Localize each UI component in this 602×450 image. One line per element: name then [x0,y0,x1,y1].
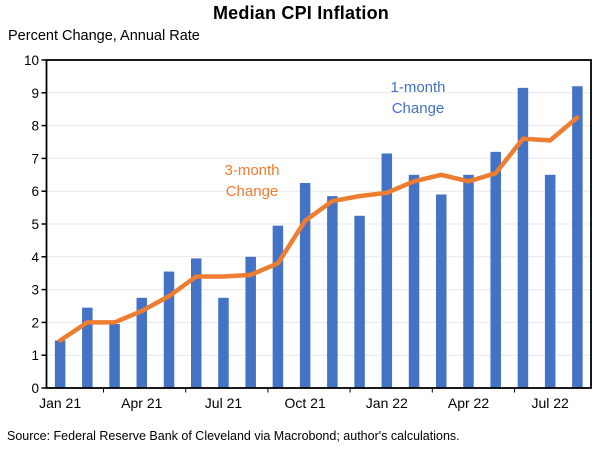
source-note: Source: Federal Reserve Bank of Clevelan… [7,429,460,443]
annotation-1-month-change: 1-month Change [363,77,473,119]
x-label-jan-21: Jan 21 [39,395,81,411]
x-label-jul-21: Jul 21 [205,395,243,411]
bar-jan-21 [54,340,66,388]
x-label-jan-22: Jan 22 [366,395,408,411]
bar-jun-21 [190,258,202,388]
bar-feb-22 [408,174,420,388]
bar-may-21 [163,271,175,388]
y-tick-label-6: 6 [31,184,39,199]
bar-nov-21 [327,196,338,388]
y-tick-label-5: 5 [31,217,39,232]
y-tick-label-0: 0 [31,381,39,396]
chart-subtitle: Percent Change, Annual Rate [8,28,200,44]
annotation-1-month-line1: 1-month [390,79,446,96]
y-tick-label-8: 8 [31,119,39,134]
y-tick-label-2: 2 [31,315,39,330]
line-3-month-change [57,115,580,343]
y-tick-label-4: 4 [31,250,39,265]
annotation-3-month-change: 3-month Change [197,160,307,202]
y-tick-label-1: 1 [31,348,39,363]
x-label-apr-22: Apr 22 [448,395,489,411]
x-label-jul-22: Jul 22 [531,395,569,411]
y-tick-label-7: 7 [31,151,39,166]
bar-jun-22 [517,87,529,388]
x-label-oct-21: Oct 21 [285,395,326,411]
chart-title: Median CPI Inflation [212,3,389,23]
bar-jul-22 [544,174,556,388]
bar-mar-22 [436,194,447,388]
bar-feb-21 [82,307,93,388]
bar-jul-21 [218,297,229,388]
y-tick-label-9: 9 [31,86,39,101]
bar-aug-22 [572,86,583,389]
plot-frame [45,59,592,389]
annotation-3-month-line1: 3-month [224,162,280,179]
y-tick-label-10: 10 [24,53,39,68]
annotation-1-month-line2: Change [391,100,445,117]
bar-dec-21 [354,215,365,388]
bar-oct-21 [299,183,311,388]
bar-apr-21 [136,297,148,388]
annotation-3-month-line2: Change [225,183,279,200]
bar-mar-21 [109,324,120,388]
bar-jan-22 [381,153,393,388]
y-tick-label-3: 3 [31,283,39,298]
bar-may-22 [490,151,501,388]
bar-sep-21 [272,225,284,388]
bar-apr-22 [463,174,474,388]
x-label-apr-21: Apr 21 [121,395,162,411]
bar-aug-21 [245,256,256,388]
